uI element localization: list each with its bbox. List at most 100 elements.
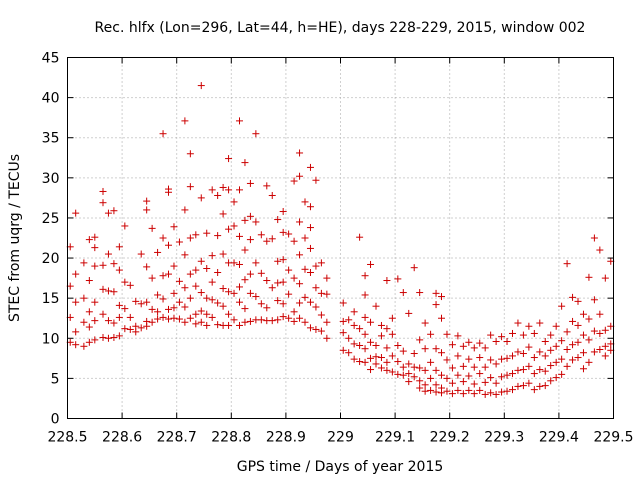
data-point [536, 319, 544, 327]
data-point [279, 300, 287, 308]
data-point [306, 324, 314, 332]
data-point [279, 256, 287, 264]
data-point [306, 163, 314, 171]
data-point [235, 260, 243, 268]
data-point [432, 366, 440, 374]
data-point [121, 278, 129, 286]
x-tick-label: 228.7 [157, 430, 197, 446]
data-point [252, 130, 260, 138]
data-point [268, 235, 276, 243]
data-point [361, 330, 369, 338]
data-point [230, 316, 238, 324]
data-point [274, 297, 282, 305]
data-point [110, 288, 118, 296]
data-point [356, 233, 364, 241]
data-point [350, 321, 358, 329]
data-point [519, 366, 527, 374]
data-point [465, 386, 473, 394]
data-point [175, 298, 183, 306]
data-point [99, 187, 107, 195]
data-point [416, 384, 424, 392]
data-point [487, 374, 495, 382]
data-point [399, 371, 407, 379]
data-point [312, 176, 320, 184]
data-point [137, 324, 145, 332]
data-point [525, 322, 533, 330]
data-point [339, 317, 347, 325]
data-point [514, 366, 522, 374]
data-point [438, 371, 446, 379]
data-point [219, 302, 227, 310]
data-point [285, 230, 293, 238]
data-point [115, 332, 123, 340]
x-axis-label: GPS time / Days of year 2015 [237, 459, 444, 475]
data-point [377, 354, 385, 362]
data-point [203, 229, 211, 237]
data-point [208, 278, 216, 286]
data-point [470, 363, 478, 371]
data-point [246, 236, 254, 244]
data-point [252, 259, 260, 267]
data-point [377, 321, 385, 329]
data-point [470, 390, 478, 398]
data-point [514, 348, 522, 356]
data-point [416, 289, 424, 297]
data-point [579, 349, 587, 357]
data-point [383, 325, 391, 333]
data-point [547, 377, 555, 385]
data-point [519, 382, 527, 390]
data-point [465, 338, 473, 346]
data-point [246, 289, 254, 297]
data-point [290, 237, 298, 245]
data-point [312, 262, 320, 270]
data-point [405, 378, 413, 386]
data-point [175, 277, 183, 285]
data-point [443, 387, 451, 395]
data-point [279, 278, 287, 286]
data-point [214, 268, 222, 276]
data-point [290, 177, 298, 185]
data-point [416, 377, 424, 385]
data-point [104, 317, 112, 325]
y-tick-label: 25 [42, 211, 60, 227]
data-point [91, 298, 99, 306]
data-point [301, 265, 309, 273]
data-point [596, 246, 604, 254]
data-point [377, 332, 385, 340]
data-point [230, 259, 238, 267]
data-point [181, 251, 189, 259]
data-point [230, 289, 238, 297]
data-point [372, 302, 380, 310]
data-point [279, 313, 287, 321]
data-point [448, 379, 456, 387]
data-point [181, 117, 189, 125]
data-point [350, 355, 358, 363]
data-point [552, 374, 560, 382]
data-point [569, 341, 577, 349]
data-point [367, 260, 375, 268]
data-point [170, 304, 178, 312]
data-point [563, 328, 571, 336]
data-point [197, 318, 205, 326]
data-point [498, 388, 506, 396]
data-point [394, 370, 402, 378]
data-point [279, 228, 287, 236]
data-point [181, 318, 189, 326]
data-point [476, 339, 484, 347]
data-point [159, 130, 167, 138]
data-point [410, 350, 418, 358]
data-point [165, 188, 173, 196]
data-point [274, 216, 282, 224]
data-point [306, 244, 314, 252]
data-point [503, 337, 511, 345]
data-point [383, 366, 391, 374]
data-point [503, 371, 511, 379]
data-point [579, 310, 587, 318]
data-point [459, 378, 467, 386]
y-tick-label: 0 [51, 412, 60, 428]
data-point [121, 325, 129, 333]
data-point [99, 261, 107, 269]
data-point [569, 293, 577, 301]
data-point [115, 301, 123, 309]
data-point [203, 294, 211, 302]
